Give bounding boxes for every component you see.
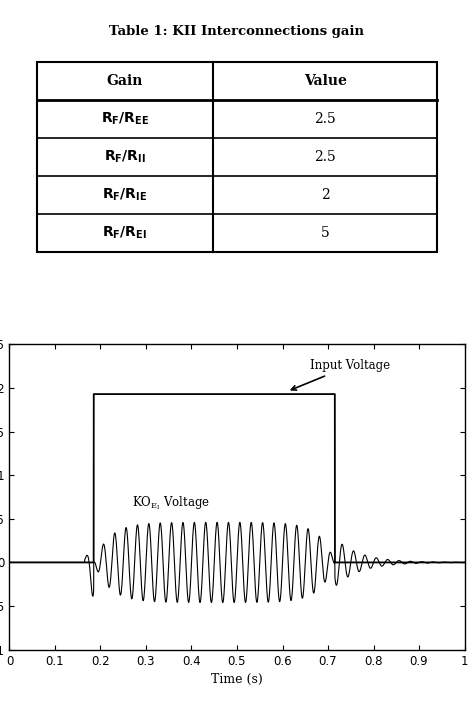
Bar: [37, 62, 437, 252]
Text: 2.5: 2.5: [314, 150, 336, 164]
Text: $\mathbf{R_F/R_{EI}}$: $\mathbf{R_F/R_{EI}}$: [102, 225, 147, 241]
Text: 2: 2: [321, 188, 329, 202]
Text: Value: Value: [304, 74, 346, 88]
Text: $\mathbf{R_F/R_{IE}}$: $\mathbf{R_F/R_{IE}}$: [102, 187, 147, 203]
Text: 2.5: 2.5: [314, 112, 336, 126]
Text: 5: 5: [321, 226, 329, 240]
Text: Gain: Gain: [107, 74, 143, 88]
Text: Input Voltage: Input Voltage: [292, 359, 390, 390]
Text: $\mathbf{R_F/R_{EE}}$: $\mathbf{R_F/R_{EE}}$: [100, 111, 149, 127]
Text: $\mathbf{R_F/R_{II}}$: $\mathbf{R_F/R_{II}}$: [104, 149, 146, 165]
Text: Table 1: KII Interconnections gain: Table 1: KII Interconnections gain: [109, 25, 365, 38]
Text: KO$_{\mathregular{E_I}}$ Voltage: KO$_{\mathregular{E_I}}$ Voltage: [132, 494, 210, 512]
X-axis label: Time (s): Time (s): [211, 673, 263, 686]
